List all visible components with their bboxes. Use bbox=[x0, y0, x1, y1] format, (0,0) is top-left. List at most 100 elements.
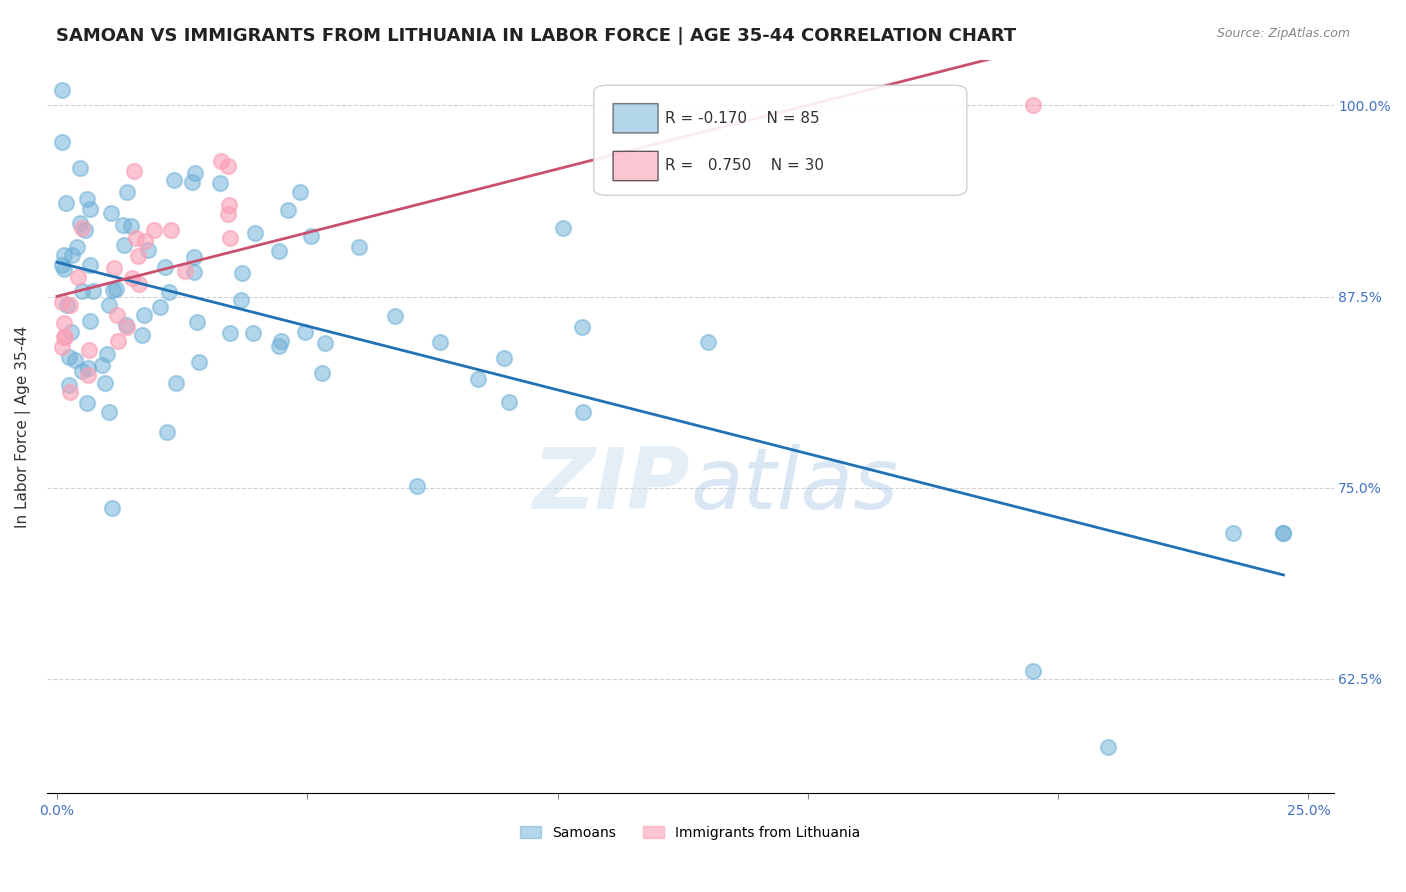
Samoans bbox=[1272, 526, 1295, 541]
Immigrants from Lithuania bbox=[121, 270, 143, 285]
Immigrants from Lithuania bbox=[51, 295, 73, 310]
Samoans bbox=[101, 283, 124, 297]
Samoans bbox=[267, 244, 290, 258]
Immigrants from Lithuania bbox=[53, 330, 76, 344]
FancyBboxPatch shape bbox=[613, 103, 658, 133]
Samoans bbox=[165, 376, 187, 391]
FancyBboxPatch shape bbox=[613, 152, 658, 181]
Immigrants from Lithuania bbox=[53, 316, 76, 330]
Immigrants from Lithuania bbox=[143, 223, 166, 237]
Samoans bbox=[347, 240, 370, 254]
Immigrants from Lithuania bbox=[218, 198, 240, 212]
Samoans bbox=[131, 328, 153, 343]
Samoans bbox=[429, 335, 451, 350]
Samoans bbox=[1097, 740, 1119, 755]
Samoans bbox=[53, 261, 76, 276]
Samoans bbox=[59, 325, 82, 339]
Samoans bbox=[553, 220, 575, 235]
FancyBboxPatch shape bbox=[593, 86, 967, 195]
Immigrants from Lithuania bbox=[219, 230, 242, 244]
Samoans bbox=[498, 395, 520, 409]
Samoans bbox=[56, 298, 79, 312]
Samoans bbox=[311, 367, 333, 381]
Samoans bbox=[180, 176, 202, 190]
Samoans bbox=[51, 258, 73, 272]
Immigrants from Lithuania bbox=[128, 277, 150, 291]
Samoans bbox=[492, 351, 515, 365]
Immigrants from Lithuania bbox=[52, 329, 75, 343]
Samoans bbox=[65, 240, 87, 254]
Immigrants from Lithuania bbox=[107, 334, 129, 348]
Samoans bbox=[1022, 664, 1045, 678]
Text: atlas: atlas bbox=[690, 443, 898, 526]
Samoans bbox=[91, 358, 114, 372]
Samoans bbox=[52, 248, 75, 262]
Samoans bbox=[79, 314, 101, 328]
Legend: Samoans, Immigrants from Lithuania: Samoans, Immigrants from Lithuania bbox=[515, 820, 866, 845]
Samoans bbox=[72, 364, 94, 378]
Immigrants from Lithuania bbox=[217, 160, 239, 174]
Samoans bbox=[242, 326, 264, 340]
Samoans bbox=[97, 404, 120, 418]
Samoans bbox=[51, 83, 73, 97]
Samoans bbox=[82, 284, 104, 298]
Samoans bbox=[572, 404, 595, 418]
Immigrants from Lithuania bbox=[77, 343, 100, 358]
Samoans bbox=[76, 360, 98, 375]
Immigrants from Lithuania bbox=[103, 260, 125, 275]
Text: SAMOAN VS IMMIGRANTS FROM LITHUANIA IN LABOR FORCE | AGE 35-44 CORRELATION CHART: SAMOAN VS IMMIGRANTS FROM LITHUANIA IN L… bbox=[56, 27, 1017, 45]
Immigrants from Lithuania bbox=[127, 249, 149, 263]
Immigrants from Lithuania bbox=[134, 234, 156, 248]
Samoans bbox=[112, 218, 135, 232]
Samoans bbox=[157, 285, 180, 300]
Samoans bbox=[69, 161, 91, 176]
Samoans bbox=[73, 222, 96, 236]
Immigrants from Lithuania bbox=[217, 207, 239, 221]
Samoans bbox=[114, 318, 136, 332]
Immigrants from Lithuania bbox=[105, 308, 128, 322]
Samoans bbox=[138, 243, 160, 257]
Immigrants from Lithuania bbox=[77, 368, 100, 383]
Samoans bbox=[51, 135, 73, 149]
Samoans bbox=[105, 282, 128, 296]
Samoans bbox=[277, 202, 299, 217]
Samoans bbox=[186, 315, 208, 329]
Samoans bbox=[294, 325, 316, 339]
Immigrants from Lithuania bbox=[59, 384, 82, 399]
Samoans bbox=[58, 350, 80, 364]
Samoans bbox=[156, 425, 179, 440]
Samoans bbox=[1272, 526, 1295, 541]
Immigrants from Lithuania bbox=[122, 164, 145, 178]
Samoans bbox=[1222, 526, 1244, 541]
Text: R = -0.170    N = 85: R = -0.170 N = 85 bbox=[665, 111, 820, 126]
Immigrants from Lithuania bbox=[51, 340, 73, 354]
Samoans bbox=[183, 250, 205, 264]
Samoans bbox=[96, 347, 118, 361]
Immigrants from Lithuania bbox=[66, 270, 89, 285]
Samoans bbox=[183, 265, 205, 279]
Samoans bbox=[299, 228, 322, 243]
Samoans bbox=[231, 293, 253, 308]
Samoans bbox=[72, 285, 94, 299]
Samoans bbox=[62, 248, 84, 262]
Samoans bbox=[290, 185, 312, 199]
Immigrants from Lithuania bbox=[1022, 98, 1045, 112]
Samoans bbox=[243, 226, 266, 240]
Samoans bbox=[79, 258, 101, 272]
Immigrants from Lithuania bbox=[59, 298, 82, 312]
Samoans bbox=[112, 237, 135, 252]
Text: Source: ZipAtlas.com: Source: ZipAtlas.com bbox=[1216, 27, 1350, 40]
Text: ZIP: ZIP bbox=[533, 443, 690, 526]
Samoans bbox=[93, 376, 115, 390]
Samoans bbox=[314, 335, 336, 350]
Immigrants from Lithuania bbox=[125, 231, 148, 245]
Samoans bbox=[97, 298, 120, 312]
Samoans bbox=[58, 378, 80, 392]
Samoans bbox=[79, 202, 101, 217]
Immigrants from Lithuania bbox=[159, 223, 181, 237]
Samoans bbox=[467, 372, 489, 386]
Samoans bbox=[209, 176, 232, 190]
Immigrants from Lithuania bbox=[115, 319, 138, 334]
Samoans bbox=[406, 479, 429, 493]
Samoans bbox=[269, 339, 291, 353]
